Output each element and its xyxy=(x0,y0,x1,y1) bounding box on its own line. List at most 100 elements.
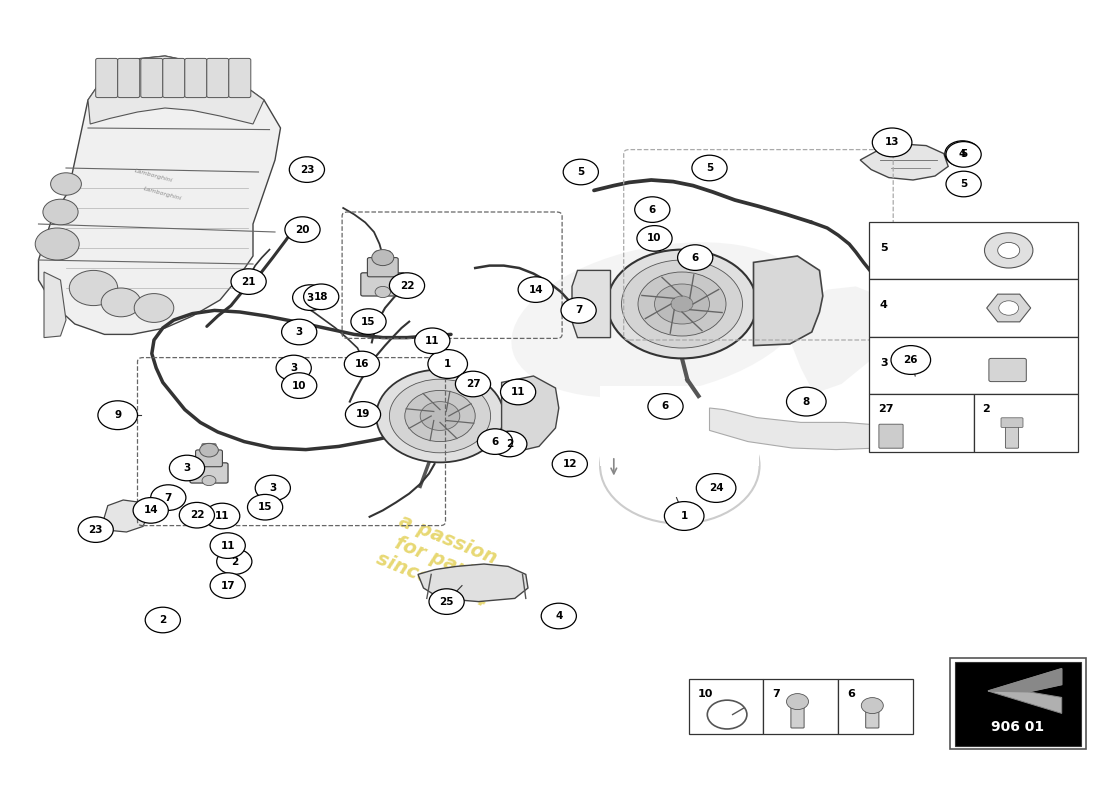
Circle shape xyxy=(998,242,1020,258)
Circle shape xyxy=(205,503,240,529)
Polygon shape xyxy=(88,56,264,124)
Polygon shape xyxy=(572,270,610,338)
FancyBboxPatch shape xyxy=(375,251,390,262)
Circle shape xyxy=(861,698,883,714)
Circle shape xyxy=(786,387,826,416)
Ellipse shape xyxy=(512,242,808,398)
Text: 24: 24 xyxy=(708,483,724,493)
Circle shape xyxy=(552,451,587,477)
Circle shape xyxy=(671,296,693,312)
Circle shape xyxy=(51,173,81,195)
Text: 6: 6 xyxy=(847,690,855,699)
Bar xyxy=(763,679,838,734)
Circle shape xyxy=(654,284,710,324)
Circle shape xyxy=(648,394,683,419)
FancyBboxPatch shape xyxy=(866,706,879,728)
Polygon shape xyxy=(792,286,891,394)
Text: 20: 20 xyxy=(295,225,310,234)
FancyBboxPatch shape xyxy=(190,463,228,483)
Circle shape xyxy=(477,429,513,454)
Circle shape xyxy=(293,285,328,310)
Polygon shape xyxy=(102,500,148,532)
Circle shape xyxy=(69,270,118,306)
Circle shape xyxy=(389,379,491,453)
Circle shape xyxy=(276,355,311,381)
Circle shape xyxy=(344,351,380,377)
Circle shape xyxy=(635,197,670,222)
Text: 7: 7 xyxy=(165,493,172,502)
Text: 2: 2 xyxy=(160,615,166,625)
Circle shape xyxy=(200,443,218,457)
Text: 6: 6 xyxy=(492,437,498,446)
Circle shape xyxy=(285,217,320,242)
Text: Lamborghini: Lamborghini xyxy=(143,186,183,201)
Circle shape xyxy=(696,474,736,502)
Text: 25: 25 xyxy=(439,597,454,606)
Text: 23: 23 xyxy=(88,525,103,534)
Polygon shape xyxy=(418,564,528,602)
Circle shape xyxy=(376,370,504,462)
Circle shape xyxy=(561,298,596,323)
Circle shape xyxy=(389,273,425,298)
Circle shape xyxy=(202,475,216,486)
Text: 21: 21 xyxy=(241,277,256,286)
Circle shape xyxy=(282,319,317,345)
Text: 27: 27 xyxy=(465,379,481,389)
Text: 19: 19 xyxy=(355,410,371,419)
Ellipse shape xyxy=(925,374,971,414)
Text: 3: 3 xyxy=(296,327,303,337)
Circle shape xyxy=(492,431,527,457)
Text: 15: 15 xyxy=(257,502,273,512)
Circle shape xyxy=(372,250,394,266)
Text: 3: 3 xyxy=(270,483,276,493)
FancyBboxPatch shape xyxy=(185,58,207,98)
Circle shape xyxy=(210,533,245,558)
Circle shape xyxy=(999,301,1019,315)
Text: 4: 4 xyxy=(880,300,888,310)
Circle shape xyxy=(134,294,174,322)
Circle shape xyxy=(637,226,672,251)
Circle shape xyxy=(563,159,598,185)
Text: 10: 10 xyxy=(647,234,662,243)
FancyBboxPatch shape xyxy=(196,451,222,477)
Text: 15: 15 xyxy=(361,317,376,326)
Circle shape xyxy=(133,498,168,523)
Circle shape xyxy=(455,371,491,397)
Text: 13: 13 xyxy=(884,138,900,147)
Circle shape xyxy=(429,589,464,614)
Text: 6: 6 xyxy=(662,402,669,411)
Text: 16: 16 xyxy=(354,359,370,369)
FancyBboxPatch shape xyxy=(989,358,1026,382)
Circle shape xyxy=(541,603,576,629)
Text: Lamborghini: Lamborghini xyxy=(134,169,174,183)
Circle shape xyxy=(638,272,726,336)
Bar xyxy=(950,658,1086,749)
Text: 4: 4 xyxy=(959,149,966,158)
Circle shape xyxy=(255,475,290,501)
Circle shape xyxy=(872,128,912,157)
Circle shape xyxy=(405,390,475,442)
Text: 5: 5 xyxy=(578,167,584,177)
Circle shape xyxy=(946,142,981,167)
Text: a passion
for parts
since 1994: a passion for parts since 1994 xyxy=(373,509,507,611)
Circle shape xyxy=(169,455,205,481)
FancyBboxPatch shape xyxy=(1001,418,1023,427)
Circle shape xyxy=(210,573,245,598)
Polygon shape xyxy=(44,272,66,338)
Circle shape xyxy=(231,269,266,294)
Bar xyxy=(974,394,1078,452)
Circle shape xyxy=(304,284,339,310)
FancyBboxPatch shape xyxy=(196,450,222,466)
Text: 7: 7 xyxy=(575,306,582,315)
Text: 18: 18 xyxy=(314,292,329,302)
Polygon shape xyxy=(860,144,948,180)
Circle shape xyxy=(891,346,931,374)
FancyBboxPatch shape xyxy=(879,424,903,448)
FancyBboxPatch shape xyxy=(1005,421,1019,448)
Circle shape xyxy=(375,286,390,298)
Circle shape xyxy=(518,277,553,302)
Circle shape xyxy=(945,141,980,166)
Circle shape xyxy=(151,485,186,510)
Text: 3: 3 xyxy=(880,358,888,368)
Text: 22: 22 xyxy=(399,281,415,290)
